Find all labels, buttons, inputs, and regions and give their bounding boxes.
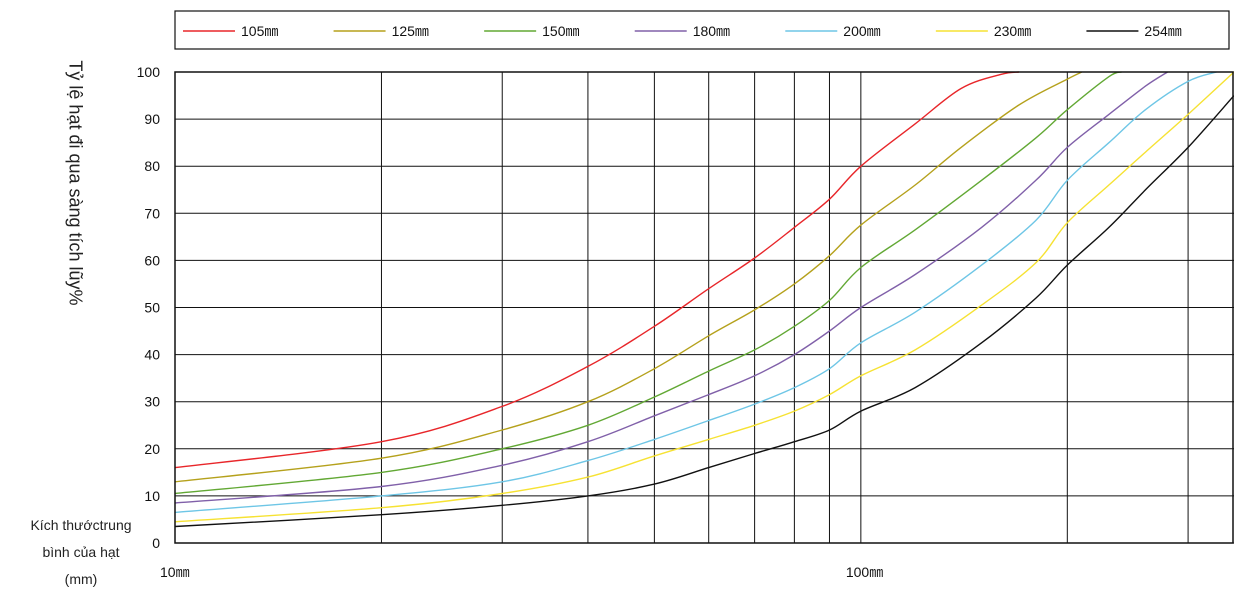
y-tick-label: 20: [144, 441, 160, 457]
x-axis-label-line-1: Kích thướctrung: [30, 517, 132, 533]
series-line-2: [174, 71, 1083, 483]
x-tick-labels: 10㎜ 100㎜: [160, 564, 883, 580]
legend-label: 200㎜: [843, 23, 880, 39]
y-tick-label: 0: [152, 535, 160, 551]
series-line-1: [174, 71, 1019, 469]
y-tick-label: 30: [144, 394, 160, 410]
y-tick-label: 100: [137, 64, 161, 80]
x-axis-label-line-2: bình của hạt: [42, 544, 120, 560]
y-tick-label: 80: [144, 158, 160, 174]
y-tick-label: 10: [144, 488, 160, 504]
series-line-4: [174, 71, 1168, 504]
series-line-3: [174, 71, 1122, 495]
x-axis-label: Kích thướctrung bình của hạt (mm): [0, 512, 162, 593]
legend-label: 125㎜: [392, 23, 429, 39]
legend-label: 254㎜: [1144, 23, 1181, 39]
series-lines: [174, 71, 1234, 528]
legend-label: 150㎜: [542, 23, 579, 39]
legend-label: 105㎜: [241, 23, 278, 39]
plot-frame: [174, 71, 1234, 544]
x-tick-label: 10㎜: [160, 564, 190, 580]
legend-label: 180㎜: [693, 23, 730, 39]
legend: 105㎜ 125㎜ 150㎜ 180㎜ 200㎜ 230㎜ 254㎜: [174, 10, 1230, 50]
legend-label: 230㎜: [994, 23, 1031, 39]
y-axis-label: Tỷ lệ hạt đi qua sàng tích lũy%: [65, 60, 86, 306]
x-tick-label: 100㎜: [846, 564, 883, 580]
y-tick-labels: 0 10 20 30 40 50 60 70 80 90 100: [137, 64, 161, 551]
grid: [174, 71, 1234, 544]
series-line-7: [174, 95, 1234, 528]
series-line-6: [174, 71, 1234, 523]
y-tick-label: 40: [144, 347, 160, 363]
y-tick-label: 70: [144, 205, 160, 221]
legend-box: [174, 10, 1230, 50]
y-tick-label: 50: [144, 300, 160, 316]
x-axis-label-line-3: (mm): [64, 571, 98, 587]
y-tick-label: 60: [144, 252, 160, 268]
y-axis-label-container: Tỷ lệ hạt đi qua sàng tích lũy%: [60, 18, 90, 348]
y-tick-label: 90: [144, 111, 160, 127]
series-line-5: [174, 71, 1217, 514]
